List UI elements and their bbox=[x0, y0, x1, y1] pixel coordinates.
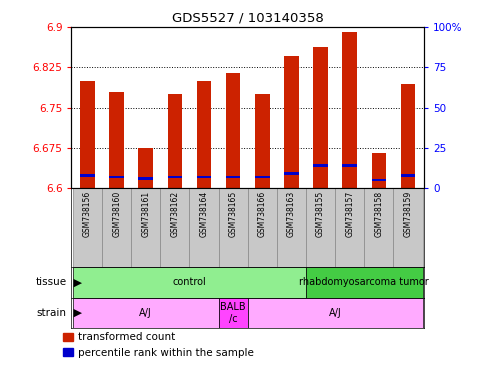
Text: GSM738162: GSM738162 bbox=[171, 190, 179, 237]
Text: GSM738159: GSM738159 bbox=[403, 190, 413, 237]
Bar bbox=[218, 298, 247, 328]
Bar bbox=[255, 175, 270, 178]
Bar bbox=[73, 188, 102, 267]
Bar bbox=[401, 84, 415, 188]
Legend: transformed count, percentile rank within the sample: transformed count, percentile rank withi… bbox=[64, 333, 254, 358]
Text: BALB
/c: BALB /c bbox=[220, 302, 246, 324]
Bar bbox=[226, 175, 241, 178]
Text: ▶: ▶ bbox=[70, 308, 82, 318]
Text: A/J: A/J bbox=[329, 308, 342, 318]
Bar bbox=[139, 177, 153, 180]
Bar bbox=[131, 188, 160, 267]
Text: GSM738158: GSM738158 bbox=[374, 190, 384, 237]
Text: ▶: ▶ bbox=[70, 277, 82, 287]
Bar bbox=[306, 267, 423, 298]
Text: GSM738165: GSM738165 bbox=[229, 190, 238, 237]
Bar bbox=[73, 267, 306, 298]
Text: GSM738155: GSM738155 bbox=[316, 190, 325, 237]
Text: GSM738160: GSM738160 bbox=[112, 190, 121, 237]
Bar bbox=[364, 188, 393, 267]
Bar bbox=[393, 188, 423, 267]
Bar bbox=[343, 32, 357, 188]
Title: GDS5527 / 103140358: GDS5527 / 103140358 bbox=[172, 11, 323, 24]
Bar bbox=[139, 148, 153, 188]
Text: tissue: tissue bbox=[35, 277, 67, 287]
Bar bbox=[372, 153, 386, 188]
Bar bbox=[247, 298, 423, 328]
Bar bbox=[401, 174, 415, 177]
Bar bbox=[306, 188, 335, 267]
Bar bbox=[80, 81, 95, 188]
Bar bbox=[197, 175, 211, 178]
Bar bbox=[313, 47, 328, 188]
Text: GSM738164: GSM738164 bbox=[200, 190, 209, 237]
Bar bbox=[335, 188, 364, 267]
Bar bbox=[255, 94, 270, 188]
Text: A/J: A/J bbox=[140, 308, 152, 318]
Text: control: control bbox=[173, 277, 207, 287]
Bar bbox=[284, 56, 299, 188]
Bar bbox=[168, 175, 182, 178]
Bar bbox=[109, 93, 124, 188]
Bar bbox=[160, 188, 189, 267]
Bar bbox=[226, 73, 241, 188]
Bar bbox=[277, 188, 306, 267]
Text: rhabdomyosarcoma tumor: rhabdomyosarcoma tumor bbox=[299, 277, 429, 287]
Bar bbox=[313, 164, 328, 167]
Bar bbox=[102, 188, 131, 267]
Text: GSM738161: GSM738161 bbox=[141, 190, 150, 237]
Text: GSM738163: GSM738163 bbox=[287, 190, 296, 237]
Text: GSM738166: GSM738166 bbox=[258, 190, 267, 237]
Text: GSM738157: GSM738157 bbox=[345, 190, 354, 237]
Bar bbox=[372, 179, 386, 181]
Bar bbox=[189, 188, 218, 267]
Bar bbox=[247, 188, 277, 267]
Bar bbox=[80, 174, 95, 177]
Bar bbox=[73, 298, 218, 328]
Bar bbox=[218, 188, 247, 267]
Text: strain: strain bbox=[36, 308, 67, 318]
Bar bbox=[168, 94, 182, 188]
Text: GSM738156: GSM738156 bbox=[83, 190, 92, 237]
Bar bbox=[284, 172, 299, 175]
Bar bbox=[109, 175, 124, 178]
Bar bbox=[343, 164, 357, 167]
Bar bbox=[197, 81, 211, 188]
